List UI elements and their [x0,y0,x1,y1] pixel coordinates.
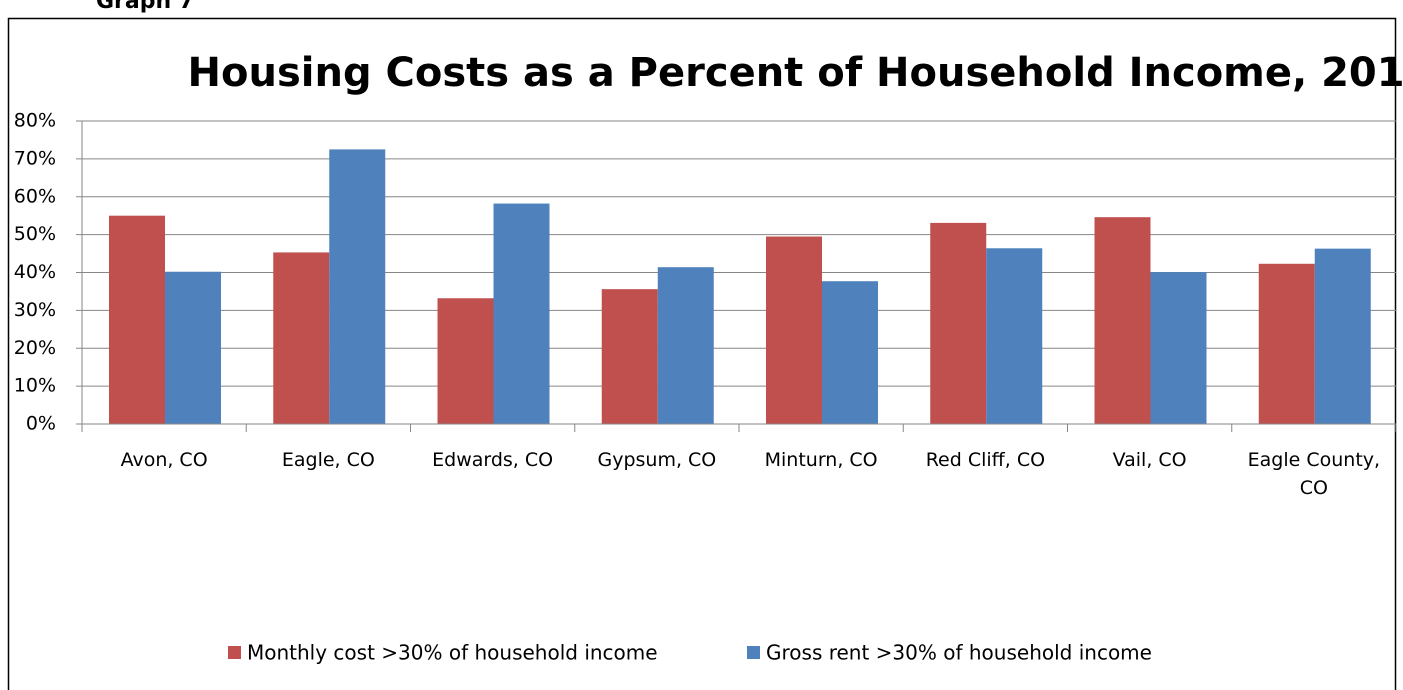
x-tick-label: Minturn, CO [764,449,878,471]
chart-title: Housing Costs as a Percent of Household … [188,50,1403,96]
y-tick-label: 50% [14,223,56,245]
bar [986,248,1043,424]
x-tick-label: Eagle County, CO [1247,449,1381,499]
bar [1258,263,1315,424]
bar [930,222,987,424]
legend-swatch [228,646,241,659]
legend-swatch [747,646,760,659]
bar [601,289,658,424]
caption: Graph 7 [96,0,194,14]
y-tick-label: 40% [14,261,56,283]
y-tick-label: 70% [14,147,56,169]
legend-label: Monthly cost >30% of household income [247,641,658,665]
y-tick-label: 20% [14,337,56,359]
bar [1314,248,1371,424]
bar [437,298,494,424]
bar [493,203,550,424]
x-tick-label: Gypsum, CO [597,449,717,471]
chart-border [7,17,1397,690]
x-tick-label: Red Cliff, CO [925,449,1046,471]
bar [822,281,878,424]
bar [273,252,330,424]
x-tick-label: Avon, CO [120,449,208,471]
bar [657,267,714,424]
y-tick-label: 60% [14,185,56,207]
bar [165,271,221,424]
bar [766,236,822,424]
y-tick-label: 10% [14,375,56,397]
bar [109,215,165,424]
y-tick-label: 30% [14,299,56,321]
x-tick-label: Vail, CO [1112,449,1187,471]
bar [1094,217,1151,424]
bar [329,149,386,424]
y-tick-label: 80% [14,110,56,132]
x-tick-label: Edwards, CO [432,449,554,471]
legend-label: Gross rent >30% of household income [766,641,1152,665]
bar [1150,272,1207,424]
y-tick-label: 0% [26,413,56,435]
x-tick-label: Eagle, CO [281,449,375,471]
